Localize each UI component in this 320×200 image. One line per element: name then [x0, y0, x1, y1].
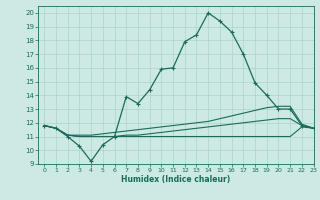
X-axis label: Humidex (Indice chaleur): Humidex (Indice chaleur): [121, 175, 231, 184]
